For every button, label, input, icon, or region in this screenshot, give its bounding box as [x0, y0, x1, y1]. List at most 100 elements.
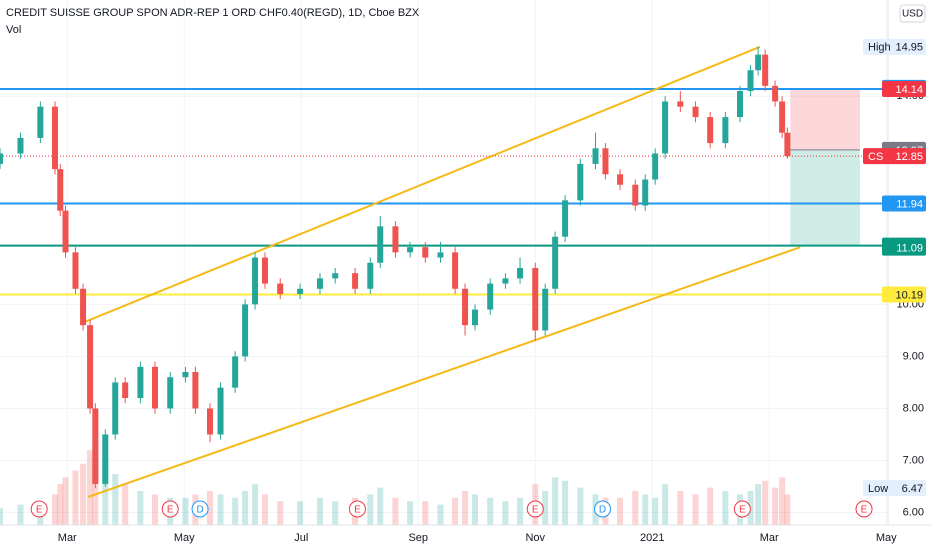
candle-body: [617, 174, 624, 185]
candle-body: [37, 106, 44, 138]
currency-button[interactable]: [899, 4, 926, 23]
price-badge-value: 14.14: [895, 84, 923, 96]
volume-bar: [217, 494, 224, 525]
volume-bar: [367, 494, 374, 525]
volume-bar: [17, 504, 24, 525]
volume-bar: [297, 501, 304, 525]
volume-bar: [502, 501, 509, 525]
candle-body: [0, 153, 3, 164]
volume-bar: [642, 494, 649, 525]
candle-body: [242, 304, 249, 357]
volume-bar: [437, 504, 444, 525]
target-zone: [790, 149, 860, 246]
x-tick-label: 2021: [640, 532, 664, 544]
x-tick-label: Nov: [525, 532, 545, 544]
price-badge-value: 12.85: [895, 151, 923, 163]
x-tick-label: Mar: [58, 532, 77, 544]
volume-bar: [632, 491, 639, 525]
candle-body: [182, 372, 189, 378]
chart-title: CREDIT SUISSE GROUP SPON ADR-REP 1 ORD C…: [6, 7, 420, 19]
volume-bar: [542, 491, 549, 525]
volume-bar: [562, 480, 569, 525]
trend-line: [82, 45, 761, 324]
price-badge-tag: High: [868, 42, 891, 54]
candle-body: [722, 117, 729, 144]
candle-body: [779, 101, 786, 133]
volume-bar: [87, 450, 94, 525]
event-label[interactable]: D: [599, 505, 606, 516]
y-tick-label: 8.00: [903, 402, 924, 414]
volume-bar: [772, 487, 779, 525]
event-label[interactable]: E: [861, 505, 868, 516]
event-label[interactable]: E: [354, 505, 361, 516]
volume-bar: [407, 501, 414, 525]
y-tick-label: 6.00: [903, 506, 924, 518]
volume-bar: [652, 497, 659, 525]
x-tick-label: Jul: [294, 532, 308, 544]
candle-body: [57, 169, 64, 211]
candle-body: [707, 117, 714, 144]
candle-body: [261, 257, 268, 284]
price-badge-value: 11.94: [896, 198, 923, 210]
volume-bar: [692, 494, 699, 525]
candle-body: [632, 184, 639, 206]
volume-bar: [762, 480, 769, 525]
volume-bar: [0, 508, 3, 525]
event-label[interactable]: E: [167, 505, 174, 516]
candle-body: [592, 148, 599, 164]
candle-body: [747, 70, 754, 92]
volume-bar: [677, 491, 684, 525]
candle-body: [297, 288, 304, 294]
candle-body: [407, 247, 414, 253]
volume-bar: [722, 491, 729, 525]
volume-bar: [316, 497, 323, 525]
grid: [0, 0, 888, 525]
candle-body: [332, 273, 339, 279]
volume-bar: [422, 501, 429, 525]
event-label[interactable]: E: [36, 505, 43, 516]
candle-body: [72, 252, 79, 289]
volume-bar: [472, 494, 479, 525]
candle-body: [662, 101, 669, 154]
x-tick-label: Sep: [408, 532, 428, 544]
event-label[interactable]: E: [739, 505, 746, 516]
candle-body: [377, 226, 384, 263]
volume-bar: [80, 463, 87, 525]
candle-body: [532, 267, 539, 331]
price-badge: [882, 286, 926, 303]
currency-label[interactable]: USD: [902, 9, 923, 20]
volume-label: Vol: [6, 24, 21, 36]
event-label[interactable]: E: [532, 505, 539, 516]
price-badge: [863, 38, 926, 55]
candle-body: [392, 226, 399, 253]
volume-bar: [552, 477, 559, 525]
volume-bar: [72, 470, 79, 525]
candle-body: [642, 179, 649, 206]
volume-bar: [779, 477, 786, 525]
price-badge: [882, 80, 926, 97]
event-marker: [733, 500, 751, 518]
candles: [0, 46, 791, 489]
volume-bar: [277, 501, 284, 525]
candle-body: [452, 252, 459, 289]
volume-bar: [517, 497, 524, 525]
candle-body: [772, 85, 779, 102]
candle-body: [352, 273, 359, 289]
event-marker: [855, 500, 873, 518]
candle-body: [437, 252, 444, 258]
event-label[interactable]: D: [196, 505, 203, 516]
candle-body: [472, 309, 479, 326]
volume-bar: [242, 491, 249, 525]
candle-body: [152, 366, 159, 409]
candle-body: [112, 382, 119, 435]
volume-bar: [57, 484, 64, 525]
volume-bar: [252, 484, 259, 525]
candle-body: [217, 387, 224, 435]
x-tick-label: May: [876, 532, 897, 544]
volume-bar: [487, 497, 494, 525]
candle-body: [517, 267, 524, 279]
candle-body: [784, 132, 791, 157]
volume-bar: [207, 491, 214, 525]
volume-bar: [332, 501, 339, 525]
